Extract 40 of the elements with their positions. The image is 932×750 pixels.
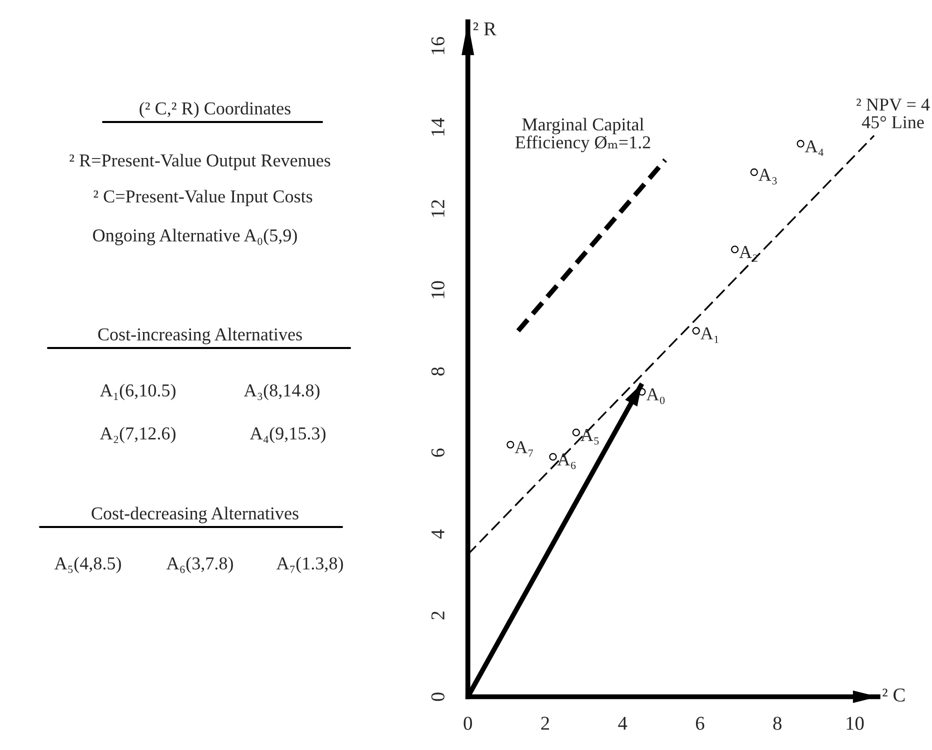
- text: ² C=Present-Value Input Costs: [94, 190, 312, 206]
- text: Cost-increasing Alternatives: [98, 328, 302, 344]
- y-tick-label: 12: [431, 200, 444, 217]
- text: A₁(6,10.5): [100, 384, 176, 400]
- y-tick-label: 6: [431, 448, 444, 457]
- y-axis-title: ² R: [473, 22, 496, 36]
- text: A₇(1.3,8): [276, 556, 343, 574]
- text: A₅(4,8.5): [54, 556, 121, 574]
- x-tick-label: 2: [541, 716, 550, 730]
- text: A₂(7,12.6): [100, 426, 176, 444]
- annotation: A₇: [514, 441, 533, 457]
- y-tick-label: 10: [431, 281, 444, 298]
- x-tick-label: 0: [464, 716, 472, 730]
- annotation: A₂: [739, 246, 758, 262]
- x-tick-label: 10: [846, 716, 864, 730]
- text: A₄(9,15.3): [250, 426, 326, 444]
- annotation: ² NPV = 4 45° Line: [856, 98, 930, 128]
- annotation: A₁: [700, 327, 718, 343]
- y-tick-label: 4: [431, 530, 444, 539]
- annotation: A₆: [557, 453, 576, 470]
- text: Cost-decreasing Alternatives: [92, 506, 298, 524]
- text: A₆(3,7.8): [166, 556, 233, 574]
- text: A₃(8,14.8): [244, 384, 320, 400]
- x-tick-label: 8: [773, 716, 782, 730]
- annotation: A₄: [804, 140, 824, 156]
- text: ² R=Present-Value Output Revenues: [70, 154, 330, 170]
- annotation: Marginal Capital Efficiency Øₘ=1.2: [515, 118, 650, 152]
- text: (² C,² R) Coordinates: [140, 102, 290, 118]
- annotation: A₅: [580, 429, 599, 445]
- y-tick-label: 16: [431, 37, 444, 54]
- text: Ongoing Alternative A₀(5,9): [93, 228, 297, 246]
- annotation: A₃: [758, 168, 777, 184]
- y-tick-label: 0: [431, 692, 444, 701]
- y-tick-label: 8: [431, 367, 444, 376]
- x-tick-label: 6: [696, 716, 704, 730]
- y-tick-label: 14: [431, 118, 444, 136]
- annotation: A₀: [646, 388, 665, 404]
- x-tick-label: 4: [618, 716, 628, 730]
- y-tick-label: 2: [431, 612, 444, 620]
- x-axis-title: ² C: [882, 688, 905, 702]
